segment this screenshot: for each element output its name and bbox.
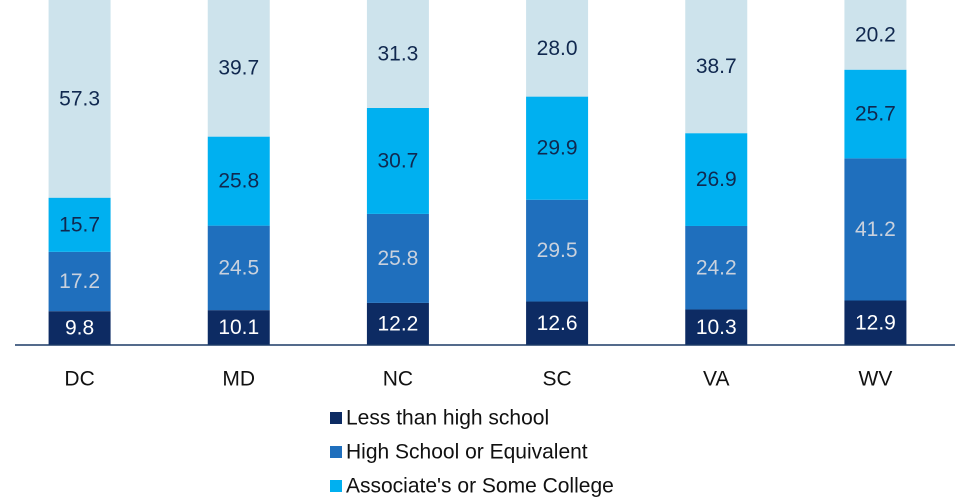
bar-segment bbox=[48, 251, 111, 312]
bar-segment bbox=[48, 0, 111, 198]
data-label: 57.3 bbox=[59, 87, 100, 110]
data-label: 20.2 bbox=[855, 23, 896, 46]
bar-segment bbox=[844, 300, 907, 345]
data-label: 31.3 bbox=[377, 43, 418, 66]
legend-swatch bbox=[330, 480, 342, 492]
bar-segment bbox=[207, 310, 270, 345]
x-tick-label: VA bbox=[703, 368, 729, 391]
bar-segment bbox=[207, 225, 270, 311]
legend-swatch bbox=[330, 412, 342, 424]
data-label: 17.2 bbox=[59, 270, 100, 293]
data-label: 30.7 bbox=[377, 149, 418, 172]
bar-segment bbox=[366, 0, 429, 108]
data-label: 29.5 bbox=[537, 239, 578, 262]
bar-segment bbox=[207, 136, 270, 226]
bar-segment bbox=[526, 199, 589, 302]
data-label: 25.8 bbox=[377, 247, 418, 270]
x-tick-label: WV bbox=[859, 368, 893, 391]
bar-segment bbox=[366, 213, 429, 303]
data-label: 10.3 bbox=[696, 316, 737, 339]
legend-label: Less than high school bbox=[346, 407, 549, 430]
data-label: 12.2 bbox=[377, 313, 418, 336]
data-label: 9.8 bbox=[65, 317, 94, 340]
data-label: 29.9 bbox=[537, 137, 578, 160]
x-tick-label: MD bbox=[222, 368, 255, 391]
data-label: 28.0 bbox=[537, 37, 578, 60]
data-label: 12.6 bbox=[537, 312, 578, 335]
bar-segment bbox=[366, 107, 429, 214]
data-label: 39.7 bbox=[218, 57, 259, 80]
bar-segment bbox=[685, 0, 748, 134]
data-label: 26.9 bbox=[696, 168, 737, 191]
data-label: 10.1 bbox=[218, 316, 259, 339]
legend-swatch bbox=[330, 446, 342, 458]
data-label: 12.9 bbox=[855, 311, 896, 334]
legend-label: Associate's or Some College bbox=[346, 475, 614, 498]
bar-segment bbox=[207, 0, 270, 137]
bar-segment bbox=[685, 225, 748, 310]
bar-segment bbox=[844, 69, 907, 159]
data-label: 41.2 bbox=[855, 218, 896, 241]
bar-segment bbox=[685, 133, 748, 226]
bar-segment bbox=[526, 0, 589, 97]
data-label: 25.8 bbox=[218, 170, 259, 193]
bar-segment bbox=[366, 302, 429, 345]
data-label: 38.7 bbox=[696, 55, 737, 78]
x-tick-label: NC bbox=[383, 368, 413, 391]
bar-segment bbox=[48, 311, 111, 345]
bar-segment bbox=[526, 96, 589, 200]
data-label: 24.2 bbox=[696, 256, 737, 279]
bar-segment bbox=[844, 0, 907, 70]
data-label: 24.5 bbox=[218, 256, 259, 279]
x-tick-label: SC bbox=[542, 368, 571, 391]
bar-segment bbox=[526, 301, 589, 345]
legend-label: High School or Equivalent bbox=[346, 441, 588, 464]
bar-segment bbox=[48, 197, 111, 252]
bar-segment bbox=[844, 158, 907, 301]
x-tick-label: DC bbox=[64, 368, 94, 391]
data-label: 15.7 bbox=[59, 213, 100, 236]
data-label: 25.7 bbox=[855, 103, 896, 126]
bar-segment bbox=[685, 309, 748, 345]
